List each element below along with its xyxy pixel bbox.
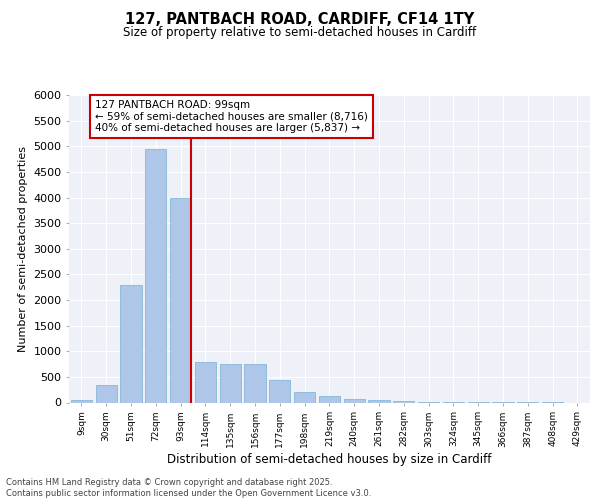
Bar [269, 380, 290, 402]
Bar [294, 392, 315, 402]
Text: 127 PANTBACH ROAD: 99sqm
← 59% of semi-detached houses are smaller (8,716)
40% o: 127 PANTBACH ROAD: 99sqm ← 59% of semi-d… [95, 100, 368, 134]
Bar [368, 400, 389, 402]
X-axis label: Distribution of semi-detached houses by size in Cardiff: Distribution of semi-detached houses by … [167, 454, 491, 466]
Bar [319, 396, 340, 402]
Bar [145, 149, 166, 403]
Text: 127, PANTBACH ROAD, CARDIFF, CF14 1TY: 127, PANTBACH ROAD, CARDIFF, CF14 1TY [125, 12, 475, 28]
Bar [95, 384, 117, 402]
Text: Size of property relative to semi-detached houses in Cardiff: Size of property relative to semi-detach… [124, 26, 476, 39]
Bar [344, 399, 365, 402]
Bar [244, 364, 266, 403]
Y-axis label: Number of semi-detached properties: Number of semi-detached properties [17, 146, 28, 352]
Bar [121, 284, 142, 403]
Bar [220, 364, 241, 403]
Bar [71, 400, 92, 402]
Bar [195, 362, 216, 403]
Text: Contains HM Land Registry data © Crown copyright and database right 2025.
Contai: Contains HM Land Registry data © Crown c… [6, 478, 371, 498]
Bar [170, 198, 191, 402]
